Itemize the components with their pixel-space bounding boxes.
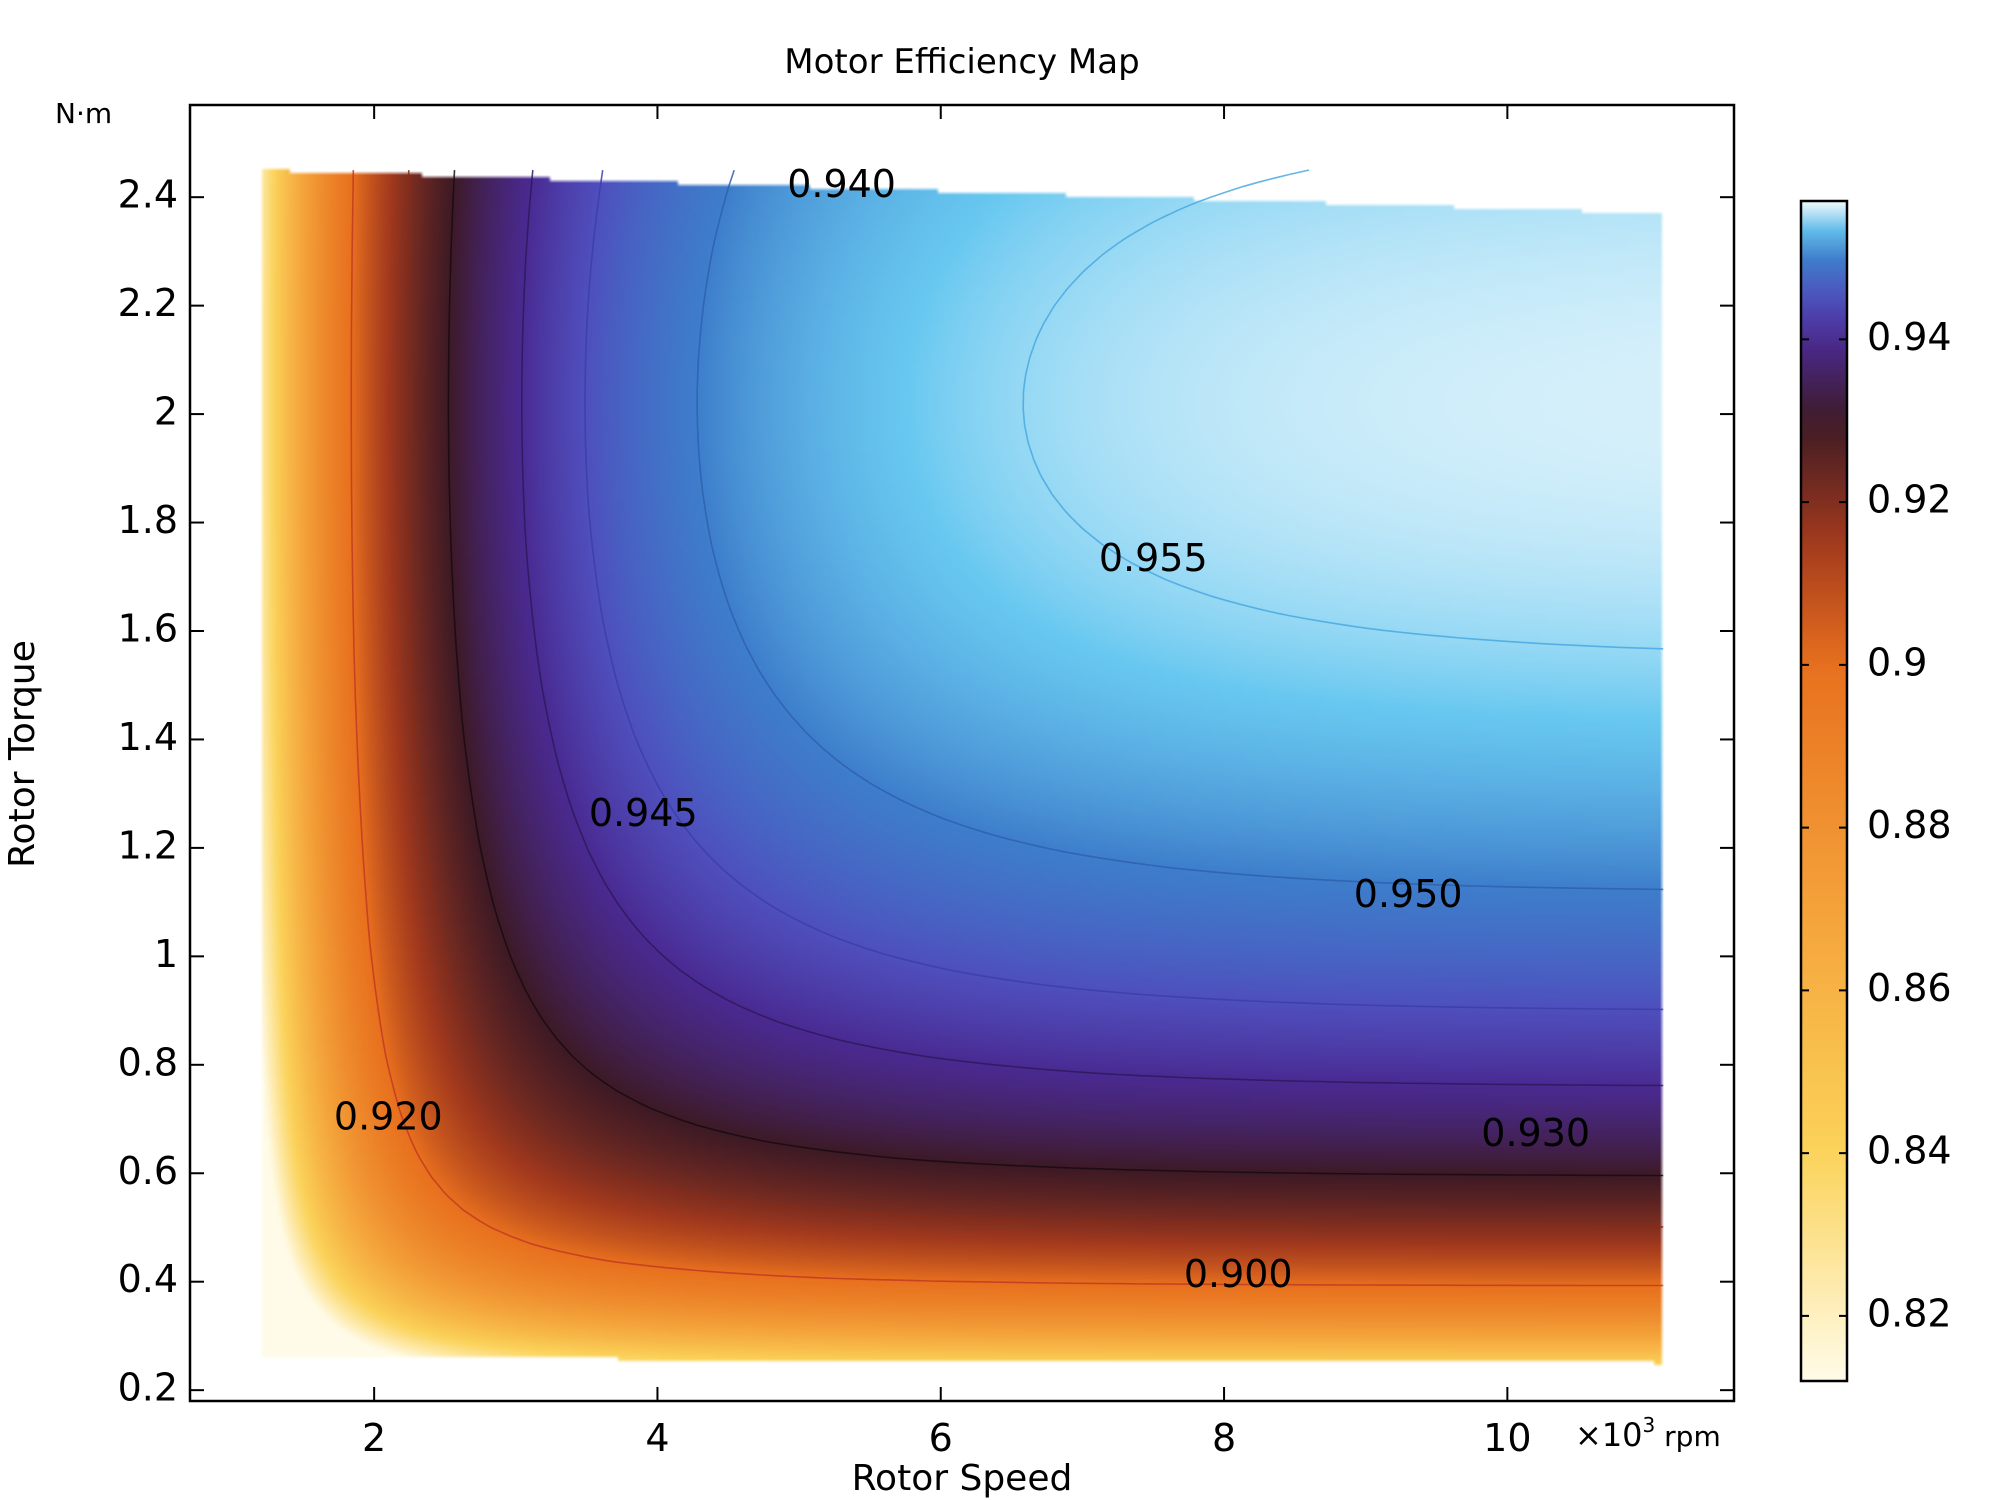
y-tick-label: 1.4 bbox=[118, 715, 178, 759]
contour-line bbox=[1022, 169, 1664, 650]
y-tick-label: 1.6 bbox=[118, 606, 178, 650]
x-axis: 2 4 6 8 10 bbox=[362, 105, 1532, 1460]
colorbar-tick-label: 0.92 bbox=[1867, 478, 1952, 522]
x-axis-title: Rotor Speed bbox=[852, 1458, 1073, 1499]
y-tick-label: 2.4 bbox=[118, 173, 178, 217]
y-tick-label: 0.6 bbox=[118, 1149, 178, 1193]
contour-line bbox=[404, 170, 1664, 1228]
x-tick-label: 6 bbox=[929, 1416, 953, 1460]
contour-line bbox=[696, 169, 1664, 891]
efficiency-heatmap bbox=[190, 105, 1734, 1401]
x-tick-label: 8 bbox=[1212, 1416, 1236, 1460]
contour-line bbox=[584, 169, 1664, 1011]
contour-label: 0.955 bbox=[1099, 536, 1208, 580]
contour-label: 0.945 bbox=[589, 791, 698, 835]
colorbar-tick-label: 0.86 bbox=[1867, 966, 1952, 1010]
y-tick-label: 1.8 bbox=[118, 498, 178, 542]
y-axis: 0.2 0.4 0.6 0.8 1 1.2 1.4 1.6 1.8 2 2.2 2.4 bbox=[118, 173, 1734, 1410]
contour-label: 0.900 bbox=[1184, 1252, 1293, 1296]
y-tick-label: 0.4 bbox=[118, 1257, 178, 1301]
contour-line bbox=[447, 170, 1664, 1177]
y-tick-label: 2.2 bbox=[118, 281, 178, 325]
contour-line bbox=[521, 170, 1664, 1087]
contour-label: 0.940 bbox=[787, 162, 896, 206]
contour-label: 0.920 bbox=[334, 1095, 443, 1139]
x-axis-unit: ×103 rpm bbox=[1575, 1413, 1721, 1454]
contour-lines bbox=[350, 169, 1664, 1287]
y-tick-label: 1.2 bbox=[118, 823, 178, 867]
y-tick-label: 2 bbox=[154, 390, 178, 434]
contour-label: 0.930 bbox=[1481, 1111, 1590, 1155]
chart-title: Motor Efficiency Map bbox=[784, 42, 1139, 82]
colorbar-tick-label: 0.94 bbox=[1867, 315, 1952, 359]
colorbar bbox=[1799, 199, 1849, 1383]
colorbar-tick-label: 0.88 bbox=[1867, 803, 1952, 847]
x-tick-label: 4 bbox=[645, 1416, 669, 1460]
colorbar-tick-label: 0.82 bbox=[1867, 1291, 1952, 1335]
contour-line bbox=[350, 170, 1664, 1287]
contour-label: 0.950 bbox=[1354, 872, 1463, 916]
colorbar-tick-label: 0.9 bbox=[1867, 640, 1927, 684]
colorbar-axis: 0.82 0.84 0.86 0.88 0.9 0.92 0.94 bbox=[1801, 315, 1952, 1335]
contour-labels: 0.900 0.920 0.930 0.940 0.945 0.950 0.955 bbox=[334, 162, 1590, 1296]
y-tick-label: 0.8 bbox=[118, 1040, 178, 1084]
x-tick-label: 2 bbox=[362, 1416, 386, 1460]
y-axis-title: Rotor Torque bbox=[2, 640, 43, 868]
plot-frame bbox=[188, 103, 1736, 1403]
y-tick-label: 1 bbox=[154, 932, 178, 976]
x-tick-label: 10 bbox=[1483, 1416, 1531, 1460]
colorbar-tick-label: 0.84 bbox=[1867, 1129, 1952, 1173]
y-unit-label: N·m bbox=[55, 97, 112, 130]
y-tick-label: 0.2 bbox=[118, 1366, 178, 1410]
